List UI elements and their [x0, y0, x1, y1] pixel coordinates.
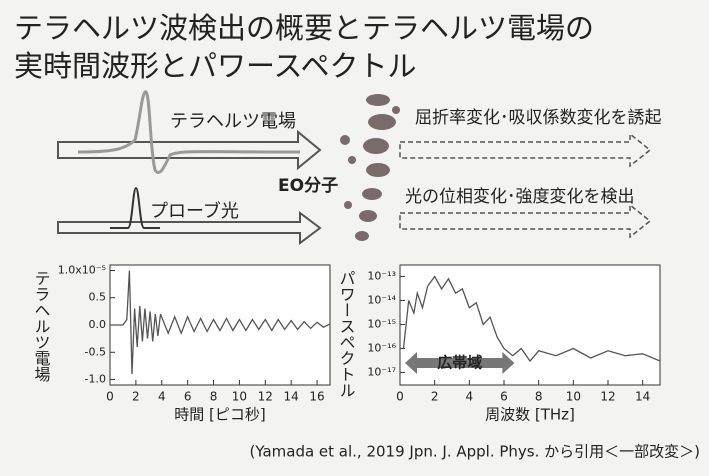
x-tick-label: 10: [232, 390, 247, 404]
y-tick-label: 10⁻¹⁵: [367, 317, 396, 330]
x-tick-label: 0: [396, 390, 404, 404]
title-line: テラヘルツ波検出の概要とテラヘルツ電場の: [14, 11, 594, 45]
x-tick-label: 16: [309, 390, 324, 404]
x-tick-label: 10: [566, 390, 581, 404]
x-tick-label: 12: [600, 390, 615, 404]
x-axis-label: 周波数 [THz]: [485, 406, 575, 424]
x-axis-label: 時間 [ピコ秒]: [174, 406, 265, 424]
probe-label: プローブ光: [150, 200, 239, 222]
thz-label: テラヘルツ電場: [170, 111, 296, 132]
y-tick-label: 10⁻¹³: [367, 269, 396, 282]
y-tick-label: 0.5: [89, 291, 107, 304]
x-tick-label: 14: [635, 390, 650, 404]
title-line: 実時間波形とパワースペクトル: [14, 49, 417, 83]
x-tick-label: 8: [210, 390, 218, 404]
x-tick-label: 12: [258, 390, 273, 404]
x-tick-label: 4: [466, 390, 474, 404]
figure: テラヘルツ波検出の概要とテラヘルツ電場の 実時間波形とパワースペクトル テラヘル…: [0, 0, 709, 476]
x-tick-label: 4: [158, 390, 166, 404]
x-tick-label: 14: [284, 390, 299, 404]
y-tick-label: 0.0: [89, 318, 107, 331]
x-tick-label: 2: [431, 390, 439, 404]
y-tick-label: -0.5: [85, 345, 106, 358]
molecule-label: EO分子: [278, 176, 338, 196]
detect-label: 光の位相変化･強度変化を検出: [405, 187, 635, 207]
x-tick-label: 0: [106, 390, 114, 404]
y-tick-label: 10⁻¹⁴: [367, 293, 396, 306]
x-tick-label: 6: [500, 390, 508, 404]
y-tick-label: -1.0: [85, 373, 106, 386]
annotation: 広帯域: [437, 354, 482, 372]
x-tick-label: 6: [184, 390, 192, 404]
x-tick-label: 2: [132, 390, 140, 404]
y-tick-label: 10⁻¹⁷: [367, 365, 396, 378]
y-tick-label: 1.0x10⁻⁵: [58, 263, 106, 276]
y-tick-label: 10⁻¹⁶: [367, 341, 396, 354]
caption: (Yamada et al., 2019 Jpn. J. Appl. Phys.…: [250, 443, 701, 461]
x-tick-label: 8: [535, 390, 543, 404]
effect-label: 屈折率変化･吸収係数変化を誘起: [415, 108, 662, 128]
y-axis-label: パワースペクトル: [337, 270, 356, 398]
y-axis-label: テラヘルツ電場: [32, 270, 51, 383]
